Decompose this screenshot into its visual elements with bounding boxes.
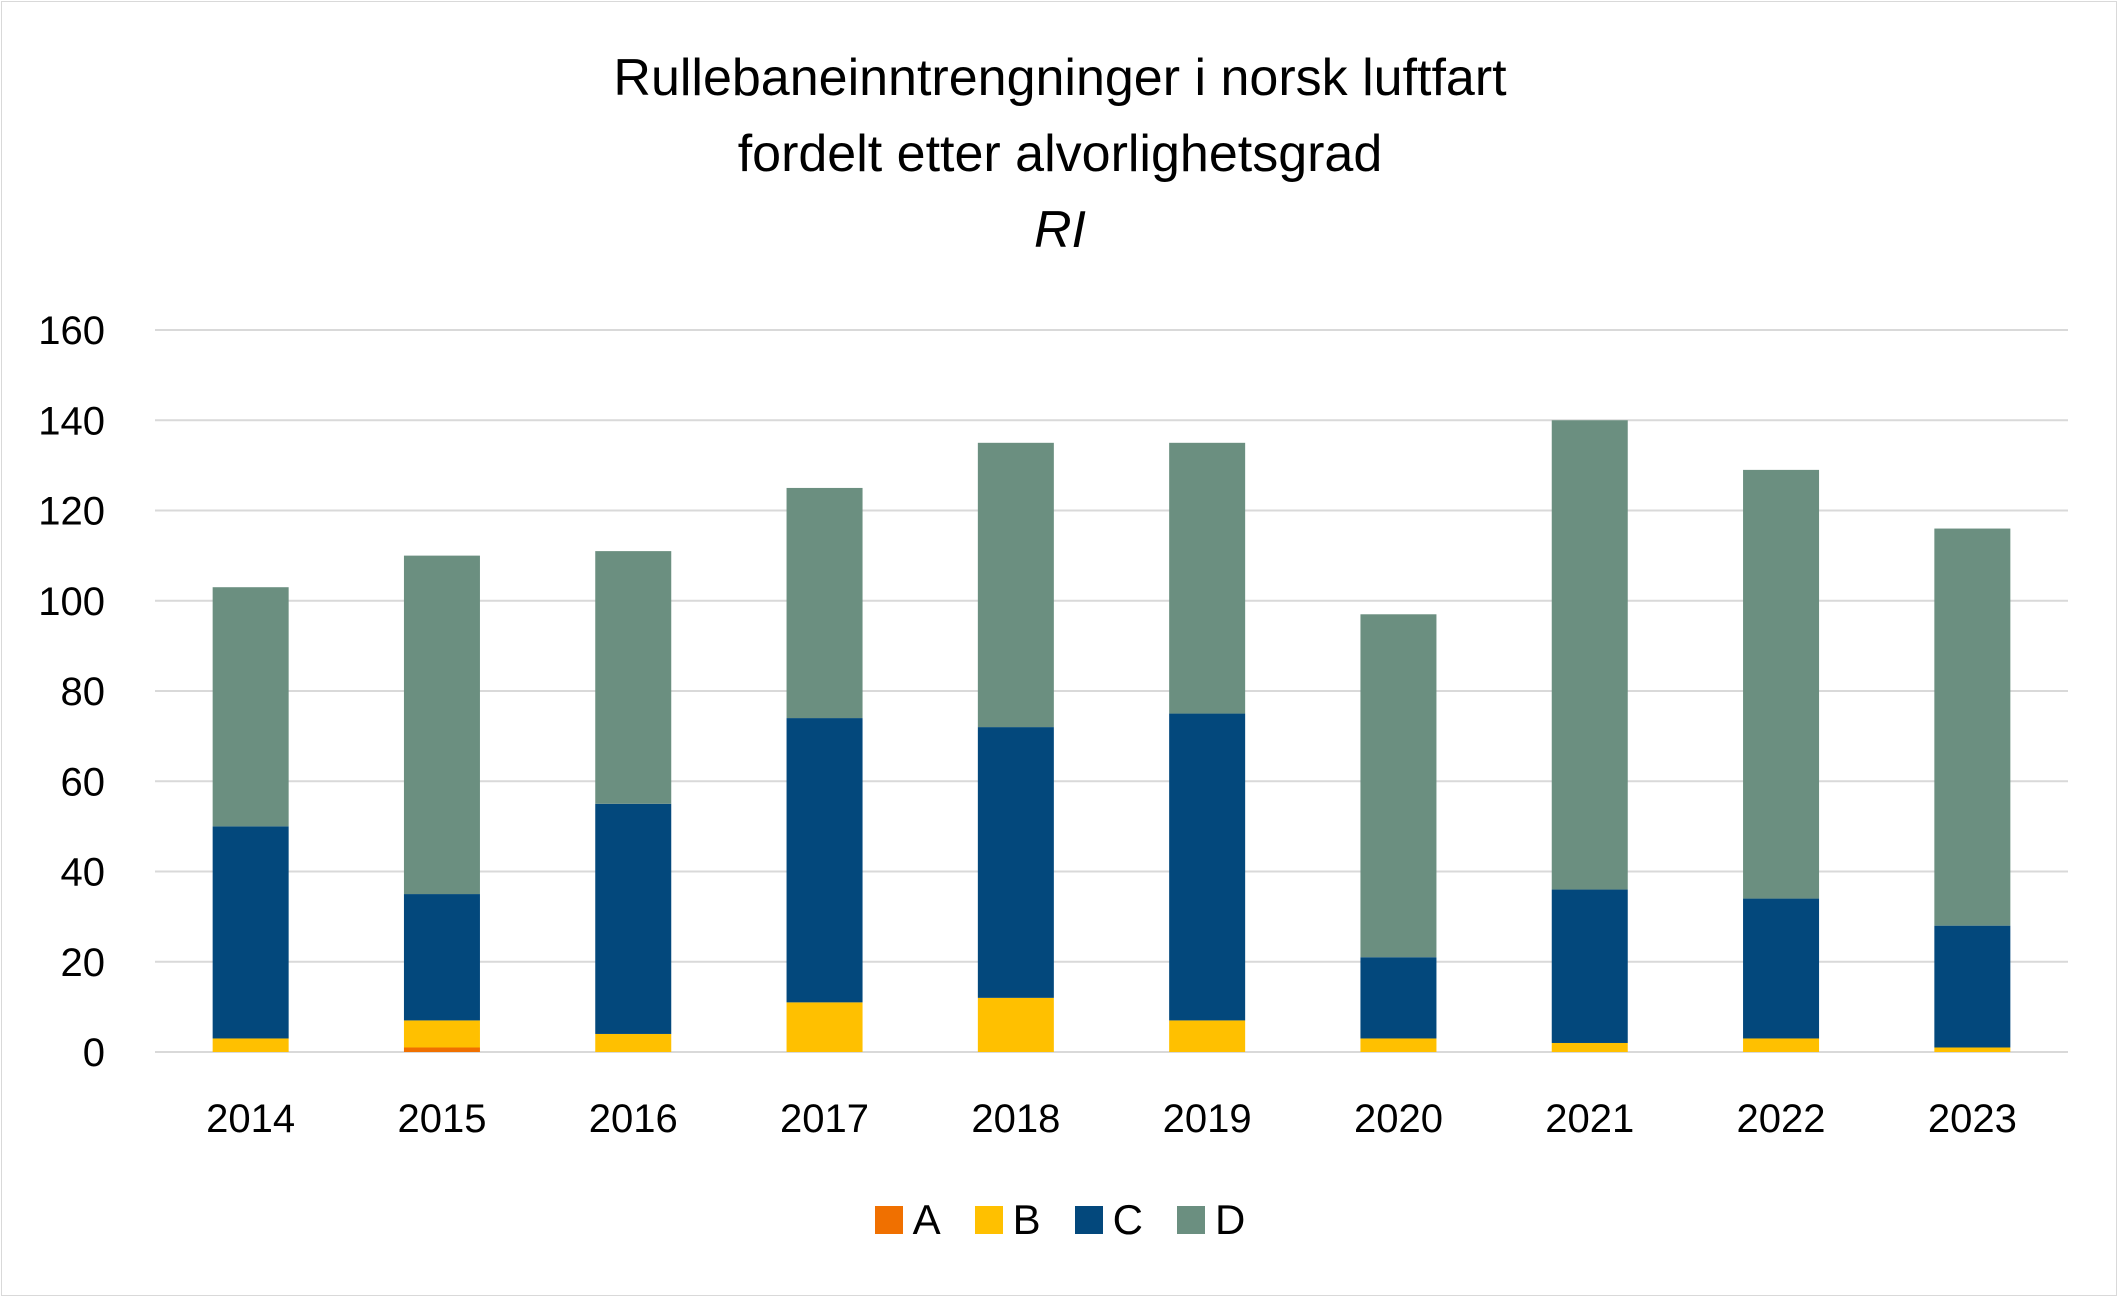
y-tick-label: 0: [83, 1031, 105, 1075]
legend-item-D: D: [1177, 1196, 1245, 1244]
bar-segment-B-2020: [1360, 1038, 1437, 1052]
x-tick-label: 2021: [1545, 1097, 1634, 1141]
bar-segment-D-2014: [212, 587, 289, 827]
x-tick-label: 2017: [780, 1097, 869, 1141]
bar-segment-A-2015: [403, 1047, 480, 1052]
bar-segment-D-2021: [1551, 420, 1628, 890]
bar-segment-B-2021: [1551, 1042, 1628, 1052]
x-tick-label: 2016: [589, 1097, 678, 1141]
bar-segment-D-2020: [1360, 614, 1437, 958]
y-tick-label: 80: [61, 670, 106, 714]
legend-swatch: [874, 1206, 903, 1234]
bar-segment-B-2019: [1169, 1020, 1246, 1052]
y-tick-label: 160: [38, 309, 105, 353]
bar-segment-B-2016: [595, 1033, 672, 1052]
y-tick-label: 60: [61, 760, 106, 804]
legend-label: B: [1012, 1196, 1041, 1243]
bar-segment-D-2015: [403, 555, 480, 895]
x-tick-label: 2019: [1163, 1097, 1252, 1141]
bar-segment-D-2019: [1169, 442, 1246, 714]
y-tick-label: 100: [38, 580, 105, 624]
y-tick-label: 140: [38, 399, 105, 443]
bar-segment-C-2014: [212, 826, 289, 1039]
bar-segment-D-2023: [1934, 528, 2011, 926]
bar-segment-C-2017: [786, 718, 863, 1003]
legend-label: A: [912, 1196, 941, 1243]
x-tick-label: 2018: [971, 1097, 1060, 1141]
x-tick-label: 2022: [1737, 1097, 1826, 1141]
bar-segment-D-2016: [595, 551, 672, 804]
x-tick-label: 2023: [1928, 1097, 2017, 1141]
legend-swatch: [974, 1206, 1003, 1234]
legend-label: D: [1215, 1196, 1246, 1243]
y-tick-label: 120: [38, 490, 105, 534]
bar-segment-C-2019: [1169, 713, 1246, 1021]
bar-segment-C-2015: [403, 894, 480, 1021]
y-tick-label: 40: [61, 851, 106, 895]
bars: [212, 420, 2011, 1052]
x-tick-label: 2015: [397, 1097, 486, 1141]
x-tick-label: 2014: [206, 1097, 295, 1141]
bar-segment-D-2018: [977, 442, 1054, 728]
bar-segment-B-2022: [1743, 1038, 1820, 1052]
y-axis-ticks: 0 20 40 60 80 100 120 140 160: [38, 309, 105, 1075]
bar-segment-B-2017: [786, 1002, 863, 1052]
legend-item-B: B: [974, 1196, 1041, 1244]
bar-segment-B-2014: [212, 1038, 289, 1052]
x-tick-label: 2020: [1354, 1097, 1443, 1141]
x-axis-ticks: 2014 2015 2016 2017 2018 2019 2020 2021 2022 2023: [206, 1097, 2017, 1141]
bar-segment-C-2022: [1743, 898, 1820, 1039]
chart-title-line-1: Rullebaneinntrengninger i norsk luftfart: [613, 49, 1507, 107]
legend-item-A: A: [874, 1196, 941, 1244]
chart-title-block: Rullebaneinntrengninger i norsk luftfart…: [0, 40, 2120, 268]
bar-segment-C-2018: [977, 727, 1054, 998]
bar-segment-C-2021: [1551, 889, 1628, 1043]
bar-segment-B-2023: [1934, 1047, 2011, 1052]
bar-segment-B-2018: [977, 997, 1054, 1052]
chart-subtitle: RI: [1034, 201, 1086, 259]
legend-swatch: [1177, 1206, 1206, 1234]
bar-segment-C-2023: [1934, 925, 2011, 1048]
legend-label: C: [1112, 1196, 1144, 1243]
bar-segment-C-2016: [595, 803, 672, 1034]
legend-swatch: [1074, 1206, 1103, 1234]
bar-segment-D-2017: [786, 487, 863, 719]
bar-segment-C-2020: [1360, 957, 1437, 1039]
chart-title-line-2: fordelt etter alvorlighetsgrad: [737, 125, 1383, 183]
legend-item-C: C: [1074, 1196, 1144, 1244]
y-tick-label: 20: [61, 941, 106, 985]
bar-segment-D-2022: [1743, 469, 1820, 899]
legend: A B C D: [0, 1196, 2120, 1244]
bar-segment-B-2015: [403, 1020, 480, 1048]
